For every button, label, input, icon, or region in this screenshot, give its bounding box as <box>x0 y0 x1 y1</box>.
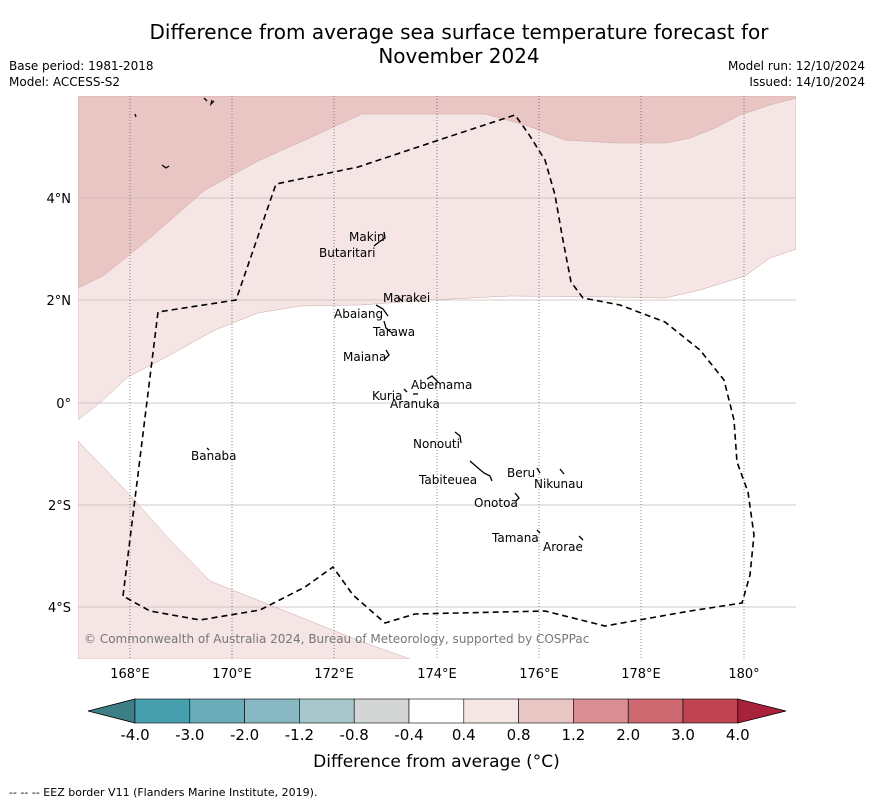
island-outline-marakei <box>397 296 403 302</box>
latitude-labels: 4°N 2°N 0° 2°S 4°S <box>47 192 72 616</box>
island-outline-banaba <box>206 447 210 451</box>
lon-tick: 178°E <box>621 667 661 682</box>
colorbar-tick: -2.0 <box>230 726 259 744</box>
issued-date: Issued: 14/10/2024 <box>749 75 865 89</box>
lon-tick: 168°E <box>110 667 150 682</box>
base-period: Base period: 1981-2018 <box>9 59 154 73</box>
label-nonouti: Nonouti <box>413 437 460 451</box>
colorbar-tick: -1.2 <box>285 726 314 744</box>
label-makin: Makin <box>349 230 385 244</box>
island-outline-abaiang <box>375 304 389 317</box>
anomaly-band-0.4-0.8-southwest <box>78 440 411 659</box>
colorbar-segment <box>189 698 245 724</box>
colorbar-tick: -0.4 <box>394 726 423 744</box>
colorbar-tick: 4.0 <box>726 726 750 744</box>
colorbar-tick: 0.4 <box>452 726 476 744</box>
longitude-labels: 168°E 170°E 172°E 174°E 176°E 178°E 180° <box>110 667 759 682</box>
anomaly-band-0.8-1.2 <box>78 96 796 289</box>
lon-tick: 170°E <box>212 667 252 682</box>
label-abaiang: Abaiang <box>334 307 383 321</box>
lon-tick: 174°E <box>417 667 457 682</box>
island-outline-nonouti <box>454 431 462 444</box>
label-banaba: Banaba <box>191 449 237 463</box>
island-labels: Makin Butaritari Marakei Abaiang Tarawa … <box>191 230 583 554</box>
colorbar-segment <box>408 698 465 724</box>
title-line-2: November 2024 <box>378 44 540 68</box>
lon-tick: 172°E <box>314 667 354 682</box>
island-outline-tabiteuea <box>469 460 493 482</box>
colorbar-segment <box>573 698 629 724</box>
label-abemama: Abemama <box>411 378 472 392</box>
label-tabiteuea: Tabiteuea <box>418 473 477 487</box>
label-tamana: Tamana <box>491 531 539 545</box>
island-outline-kuria <box>403 388 408 393</box>
island-outline-tamana <box>536 529 541 534</box>
lat-tick: 4°N <box>47 192 72 207</box>
island-outline-nikunau <box>559 468 565 475</box>
eez-border-legend: -- -- -- EEZ border V11 (Flanders Marine… <box>9 786 318 799</box>
lat-tick: 2°N <box>47 294 72 309</box>
label-kuria: Kuria <box>372 389 403 403</box>
island-outline-onotoa <box>514 492 520 502</box>
meta-right: Model run: 12/10/2024 Issued: 14/10/2024 <box>728 58 865 90</box>
island-outline-makin <box>373 231 386 247</box>
colorbar-tick: -0.8 <box>340 726 369 744</box>
colorbar-tick: 1.2 <box>561 726 585 744</box>
colorbar-tick: 0.8 <box>507 726 531 744</box>
island-outline-beru <box>536 467 541 474</box>
colorbar-segment <box>463 698 519 724</box>
longitude-gridlines <box>129 96 745 659</box>
island-outlines <box>134 97 584 541</box>
colorbar: -4.0 -3.0 -2.0 -1.2 -0.8 -0.4 0.4 0.8 1.2 2.0 3.0 4… <box>87 698 787 744</box>
label-maiana: Maiana <box>343 350 386 364</box>
copyright-notice: © Commonwealth of Australia 2024, Bureau… <box>84 632 590 646</box>
island-outline-maiana <box>384 349 390 360</box>
colorbar-over-arrow <box>737 698 787 724</box>
colorbar-segment <box>682 698 739 724</box>
colorbar-tick: -4.0 <box>120 726 149 744</box>
title-line-1: Difference from average sea surface temp… <box>149 20 769 44</box>
colorbar-tick: -3.0 <box>175 726 204 744</box>
island-outline-north-1 <box>203 97 208 102</box>
colorbar-segment <box>353 698 410 724</box>
model-run: Model run: 12/10/2024 <box>727 59 865 73</box>
colorbar-segment <box>244 698 300 724</box>
label-arorae: Arorae <box>543 540 583 554</box>
colorbar-segment <box>627 698 684 724</box>
lat-tick: 2°S <box>48 499 71 514</box>
chart-title: Difference from average sea surface temp… <box>0 20 873 68</box>
island-outline-north-3 <box>134 113 137 118</box>
label-butaritari: Butaritari <box>319 246 376 260</box>
colorbar-tick: 3.0 <box>671 726 695 744</box>
lon-tick: 176°E <box>519 667 559 682</box>
island-outline-north-2 <box>209 99 215 107</box>
colorbar-segments <box>87 698 787 724</box>
lat-tick: 0° <box>56 397 71 412</box>
label-beru: Beru <box>507 466 535 480</box>
colorbar-tick: 2.0 <box>616 726 640 744</box>
colorbar-under-arrow <box>87 698 136 724</box>
model-name: Model: ACCESS-S2 <box>9 75 121 89</box>
map-area: Makin Butaritari Marakei Abaiang Tarawa … <box>78 96 796 659</box>
label-aranuka: Aranuka <box>390 397 440 411</box>
lon-tick: 180° <box>728 667 759 682</box>
lat-tick: 4°S <box>48 601 71 616</box>
label-marakei: Marakei <box>383 291 430 305</box>
colorbar-segment <box>518 698 574 724</box>
island-outline-tarawa <box>383 320 393 334</box>
label-nikunau: Nikunau <box>534 477 583 491</box>
label-tarawa: Tarawa <box>372 325 415 339</box>
colorbar-segment <box>134 698 191 724</box>
colorbar-segment <box>299 698 355 724</box>
map: Makin Butaritari Marakei Abaiang Tarawa … <box>47 96 796 682</box>
label-onotoa: Onotoa <box>474 496 518 510</box>
island-outline-arorae <box>578 535 584 541</box>
island-outline-north-4 <box>161 164 170 169</box>
colorbar-tick-labels: -4.0 -3.0 -2.0 -1.2 -0.8 -0.4 0.4 0.8 1.2 2.0 3.0 4… <box>120 726 749 744</box>
colorbar-title: Difference from average (°C) <box>313 752 560 772</box>
meta-left: Base period: 1981-2018 Model: ACCESS-S2 <box>9 58 154 90</box>
island-outline-abemama <box>426 375 439 383</box>
